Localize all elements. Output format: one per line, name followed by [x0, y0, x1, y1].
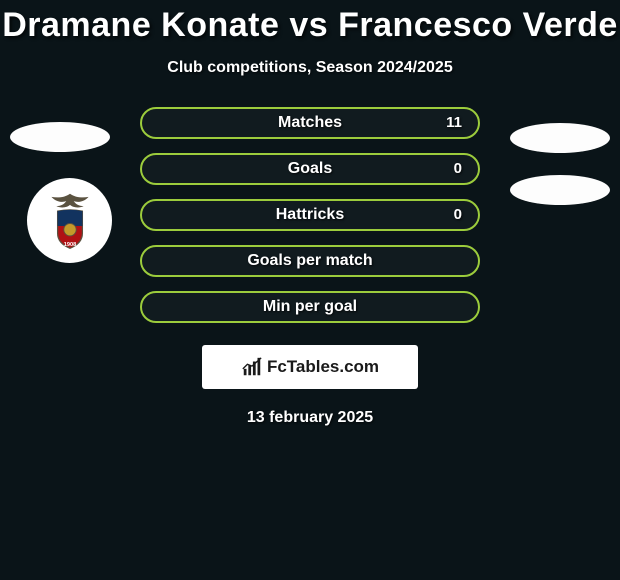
subtitle: Club competitions, Season 2024/2025 — [0, 59, 620, 77]
stat-row-goals: Goals 0 — [0, 153, 620, 199]
stat-bar: Hattricks 0 — [140, 199, 480, 231]
bar-chart-icon — [241, 356, 263, 378]
stat-value-right: 11 — [446, 109, 462, 137]
attribution-badge: FcTables.com — [202, 345, 418, 389]
page-title: Dramane Konate vs Francesco Verde — [0, 6, 620, 45]
stat-row-hattricks: Hattricks 0 — [0, 199, 620, 245]
stat-bar: Goals per match — [140, 245, 480, 277]
stat-row-mpg: Min per goal — [0, 291, 620, 337]
stat-bar: Min per goal — [140, 291, 480, 323]
stat-value-right: 0 — [454, 201, 462, 229]
stat-row-matches: Matches 11 — [0, 107, 620, 153]
stat-bar: Goals 0 — [140, 153, 480, 185]
stat-label: Min per goal — [142, 293, 478, 321]
attribution-text: FcTables.com — [267, 357, 379, 377]
stat-bar: Matches 11 — [140, 107, 480, 139]
stat-label: Goals — [142, 155, 478, 183]
stat-row-gpm: Goals per match — [0, 245, 620, 291]
date-text: 13 february 2025 — [0, 409, 620, 427]
stat-label: Hattricks — [142, 201, 478, 229]
stat-label: Goals per match — [142, 247, 478, 275]
stat-value-right: 0 — [454, 155, 462, 183]
infographic-container: Dramane Konate vs Francesco Verde Club c… — [0, 0, 620, 580]
stat-label: Matches — [142, 109, 478, 137]
